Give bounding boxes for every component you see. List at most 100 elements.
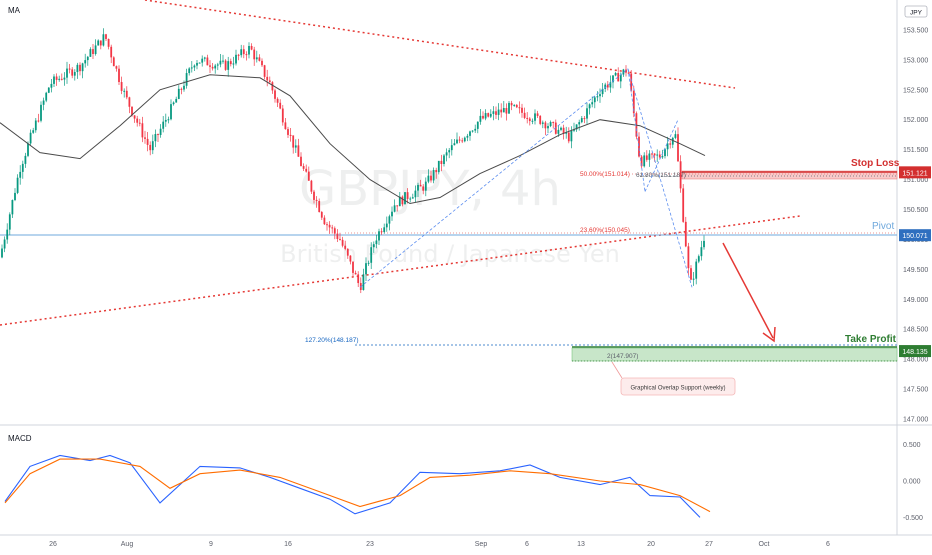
candle	[526, 117, 529, 119]
candle	[565, 132, 568, 134]
candle	[227, 61, 230, 70]
candle	[580, 118, 583, 123]
fib-50-label: 50.00%(151.014)	[580, 171, 630, 178]
candle	[92, 49, 94, 55]
candle	[229, 61, 232, 65]
candle	[703, 240, 705, 248]
time-tick-label: 16	[284, 541, 292, 548]
macd-line[interactable]	[4, 454, 701, 518]
candle	[268, 80, 271, 83]
candle	[583, 118, 586, 120]
candle	[404, 192, 406, 205]
candle	[679, 161, 682, 189]
candle	[445, 152, 448, 156]
candle	[658, 154, 661, 158]
candle	[671, 137, 674, 145]
candle	[385, 223, 388, 228]
macd-indicator-label[interactable]: MACD	[8, 434, 32, 443]
candle	[3, 239, 6, 249]
candle	[97, 40, 100, 46]
price-tick-label: 151.500	[903, 147, 928, 154]
candle	[211, 66, 214, 69]
fibonacci-swing-line[interactable]	[627, 68, 693, 288]
support-note-box[interactable]	[620, 377, 736, 396]
price-tick-label: 152.500	[903, 87, 928, 94]
candle	[599, 94, 601, 97]
candle	[651, 153, 653, 155]
candle	[180, 88, 183, 90]
price-tick-label: 148.000	[903, 357, 928, 364]
upper-trendline[interactable]	[144, 0, 736, 89]
candle	[414, 190, 417, 198]
candle	[63, 77, 66, 80]
stop-loss-label[interactable]: Stop Loss	[851, 158, 900, 169]
candle	[131, 106, 133, 116]
price-tick-label: 153.000	[903, 57, 928, 64]
candle	[115, 66, 118, 69]
price-tag[interactable]	[899, 229, 931, 242]
candle	[24, 155, 27, 164]
candle	[235, 54, 237, 64]
candle	[367, 262, 370, 264]
time-tick-label: 13	[577, 541, 585, 548]
candle	[354, 272, 357, 275]
candle	[162, 121, 165, 129]
currency-badge[interactable]: JPY	[910, 10, 923, 17]
candle	[141, 123, 144, 138]
candle	[484, 113, 487, 119]
time-tick-label: 20	[647, 541, 655, 548]
candle	[86, 56, 89, 61]
candle	[604, 84, 607, 89]
candle	[292, 135, 295, 148]
candle	[648, 153, 651, 160]
candle	[406, 192, 409, 199]
projection-arrow[interactable]	[722, 242, 774, 339]
fib-236-label: 23.60%(150.045)	[580, 227, 630, 234]
macd-tick-label: 0.500	[903, 442, 921, 449]
stop-loss-zone[interactable]	[681, 170, 898, 180]
pivot-label[interactable]: Pivot	[872, 221, 894, 232]
time-tick-label: 6	[826, 541, 830, 548]
candle	[307, 171, 310, 181]
candle	[320, 212, 323, 218]
candle	[469, 131, 471, 136]
candle	[643, 155, 646, 167]
candle	[123, 90, 126, 92]
candle	[346, 248, 349, 256]
fibonacci-swing-line[interactable]	[644, 119, 679, 192]
candle	[107, 38, 110, 47]
candle	[471, 130, 474, 132]
candle	[29, 132, 32, 144]
candle	[21, 163, 24, 172]
signal-line[interactable]	[4, 458, 711, 513]
candle	[6, 229, 9, 240]
candle	[417, 184, 419, 191]
price-tag[interactable]	[899, 166, 931, 179]
candle	[630, 73, 633, 91]
fibonacci-swing-line[interactable]	[359, 68, 629, 288]
lower-trendline[interactable]	[0, 215, 801, 326]
time-tick-label: 27	[705, 541, 713, 548]
candle	[479, 115, 482, 122]
candle	[513, 104, 516, 106]
take-profit-label[interactable]: Take Profit	[845, 334, 897, 345]
candle	[105, 34, 107, 39]
candle	[443, 155, 445, 164]
fibonacci-swing-line[interactable]	[627, 68, 646, 192]
candle	[557, 129, 560, 134]
moving-average-line[interactable]	[0, 74, 706, 205]
candle	[157, 134, 159, 136]
currency-badge-box[interactable]	[904, 5, 928, 18]
candle	[341, 239, 344, 246]
candle	[240, 49, 243, 56]
candle	[461, 140, 464, 142]
candle	[619, 74, 622, 82]
candle	[352, 261, 354, 273]
candle	[482, 115, 484, 119]
ma-indicator-label[interactable]: MA	[8, 6, 21, 15]
price-tag[interactable]	[899, 345, 931, 358]
candle	[492, 111, 495, 114]
candle	[487, 113, 490, 117]
